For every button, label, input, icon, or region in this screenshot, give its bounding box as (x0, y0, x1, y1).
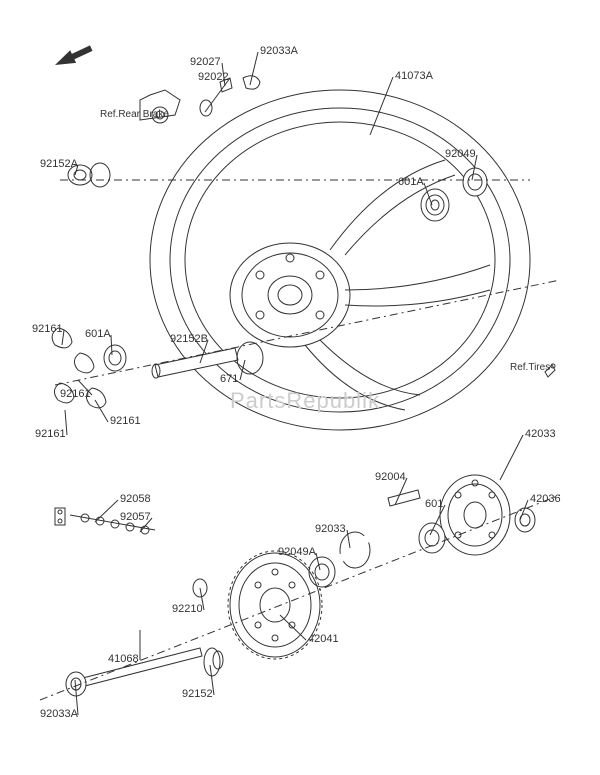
callout-92049: 92049 (445, 149, 476, 160)
callout-671: 671 (220, 374, 238, 385)
coupling-42033 (440, 475, 510, 555)
callout-42036: 42036 (530, 494, 561, 505)
callout-42041: 42041 (308, 634, 339, 645)
callout-92033A: 92033A (40, 709, 78, 720)
callout-41068: 41068 (108, 654, 139, 665)
callout-92057: 92057 (120, 512, 151, 523)
callout-92049A: 92049A (278, 547, 316, 558)
ref-rear-brake: Ref.Rear Brake (100, 110, 169, 120)
bearing-601a-upper (421, 189, 449, 221)
callout-92004: 92004 (375, 472, 406, 483)
callout-92152B: 92152B (170, 334, 208, 345)
callout-601A: 601A (398, 177, 424, 188)
callout-601: 601 (425, 499, 443, 510)
callout-601A: 601A (85, 329, 111, 340)
callout-92161: 92161 (60, 389, 91, 400)
callout-92152A: 92152A (40, 159, 78, 170)
ref-tires: Ref.Tires (510, 363, 550, 373)
callout-92152: 92152 (182, 689, 213, 700)
callout-92022: 92022 (198, 72, 229, 83)
callout-92161: 92161 (35, 429, 66, 440)
parts-diagram: PartsRepublik Ref.Rear Brake Ref.Tires 9… (0, 0, 600, 775)
callout-92161: 92161 (110, 416, 141, 427)
wheel-assembly (150, 90, 530, 430)
callout-92027: 92027 (190, 57, 221, 68)
callout-92033A: 92033A (260, 46, 298, 57)
seal-92049 (463, 168, 487, 196)
callout-92033: 92033 (315, 524, 346, 535)
callout-92058: 92058 (120, 494, 151, 505)
callout-92161: 92161 (32, 324, 63, 335)
callout-92210: 92210 (172, 604, 203, 615)
callout-41073A: 41073A (395, 71, 433, 82)
callout-42033: 42033 (525, 429, 556, 440)
